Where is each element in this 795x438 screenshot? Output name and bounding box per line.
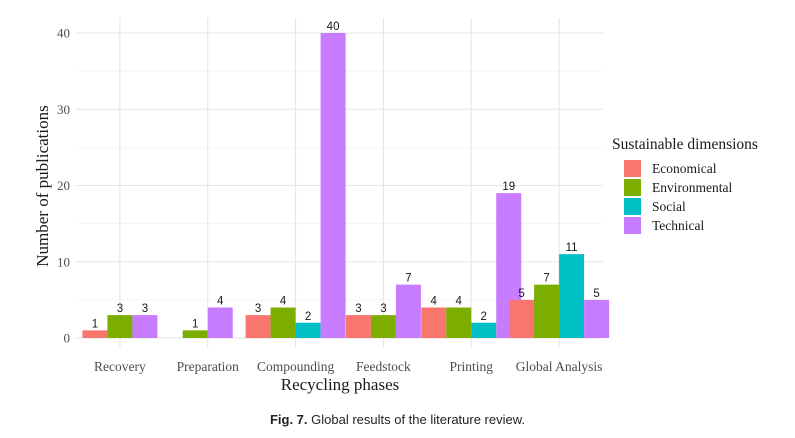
caption-label: Fig. 7.: [269, 412, 308, 427]
data-label: 2: [481, 311, 487, 323]
bar-economical: [82, 330, 108, 338]
x-axis-title: Recycling phases: [281, 375, 400, 394]
data-label: 3: [380, 303, 386, 315]
legend-swatch: [624, 160, 641, 177]
y-axis-title: Number of publications: [33, 105, 52, 266]
bar-technical: [395, 284, 421, 338]
x-tick-label: Global Analysis: [516, 359, 603, 374]
data-label: 19: [502, 181, 515, 193]
y-tick-label: 20: [57, 178, 70, 193]
bar-social: [471, 322, 497, 338]
legend-swatch: [624, 179, 641, 196]
figure-caption: Fig. 7. Global results of the literature…: [0, 412, 795, 427]
data-label: 7: [405, 273, 411, 285]
data-label: 3: [142, 303, 148, 315]
legend-label: Economical: [652, 161, 717, 176]
legend-title: Sustainable dimensions: [612, 136, 758, 153]
data-label: 3: [117, 303, 123, 315]
data-label: 4: [217, 296, 224, 308]
data-label: 4: [431, 296, 438, 308]
value-labels: 1 3 3 1 4 3 4 2 40 3 3 7 4 4 2 19 5 7 11 5: [92, 21, 600, 330]
legend-items: Economical Environmental Social Technical: [624, 160, 732, 234]
x-tick-label: Compounding: [257, 359, 335, 374]
bar-technical: [584, 299, 610, 338]
axes: 0 10 20 30 40 Recovery Preparation Compounding F…: [57, 26, 602, 375]
legend-label: Technical: [652, 218, 705, 233]
x-tick-label: Feedstock: [356, 359, 411, 374]
x-tick-label: Recovery: [94, 359, 146, 374]
bar-chart: 1 3 3 1 4 3 4 2 40 3 3 7 4 4 2 19 5 7 11 5 0 10 20 30 40 Recover…: [33, 18, 758, 394]
bar-environmental: [182, 330, 208, 338]
bar-economical: [245, 315, 271, 338]
x-tick-label: Printing: [449, 359, 493, 374]
data-label: 11: [566, 242, 578, 254]
bar-environmental: [446, 307, 472, 338]
legend: Sustainable dimensions Economical Environ…: [612, 136, 758, 234]
x-tick-label: Preparation: [177, 359, 239, 374]
caption-text: Global results of the literature review.: [311, 412, 526, 427]
bar-social: [559, 254, 585, 338]
y-tick-label: 10: [57, 254, 70, 269]
legend-label: Environmental: [652, 180, 732, 195]
data-label: 5: [593, 288, 599, 300]
bar-economical: [509, 299, 535, 338]
data-label: 1: [192, 318, 198, 330]
data-label: 1: [92, 318, 98, 330]
bar-environmental: [534, 284, 560, 338]
bar-environmental: [270, 307, 296, 338]
data-label: 4: [280, 296, 287, 308]
data-label: 3: [355, 303, 361, 315]
data-label: 7: [543, 273, 549, 285]
data-label: 40: [327, 21, 340, 33]
bar-social: [295, 322, 321, 338]
data-label: 4: [456, 296, 463, 308]
bars: [82, 33, 610, 338]
bar-environmental: [107, 315, 133, 338]
data-label: 3: [255, 303, 261, 315]
bar-environmental: [370, 315, 396, 338]
data-label: 2: [305, 311, 311, 323]
legend-swatch: [624, 198, 641, 215]
y-tick-label: 0: [64, 331, 71, 346]
data-label: 5: [518, 288, 524, 300]
bar-technical: [207, 307, 233, 338]
y-tick-label: 40: [57, 26, 70, 41]
y-tick-label: 30: [57, 102, 70, 117]
bar-economical: [345, 315, 371, 338]
legend-label: Social: [652, 199, 686, 214]
bar-technical: [320, 33, 346, 338]
bar-technical: [132, 315, 158, 338]
legend-swatch: [624, 217, 641, 234]
bar-economical: [421, 307, 447, 338]
